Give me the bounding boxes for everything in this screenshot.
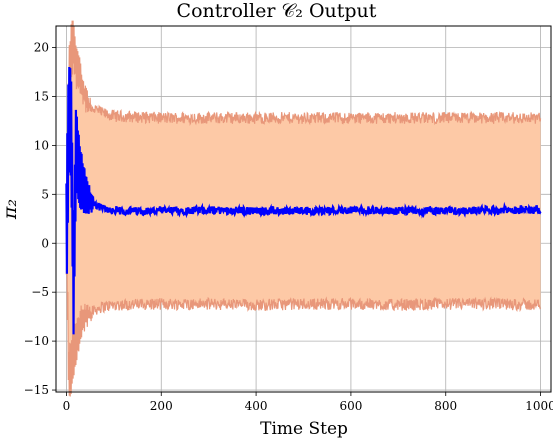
y-tick-label: 15 xyxy=(34,89,49,103)
x-tick-label: 600 xyxy=(339,399,362,413)
mean-output-line xyxy=(65,67,542,335)
series-lines xyxy=(65,20,542,397)
y-tick-label: −5 xyxy=(31,285,49,299)
lower-bound-line xyxy=(65,238,542,397)
axes-frame xyxy=(55,25,552,393)
x-axis-ticks: 0 200 400 600 800 1000 xyxy=(63,392,553,413)
y-tick-label: 0 xyxy=(41,236,49,250)
x-tick-label: 1000 xyxy=(525,399,553,413)
y-tick-label: −10 xyxy=(24,334,49,348)
y-tick-label: 20 xyxy=(34,41,49,55)
band-area xyxy=(66,20,541,397)
y-tick-label: 10 xyxy=(34,138,49,152)
x-axis-label: Time Step xyxy=(260,419,348,439)
x-tick-label: 800 xyxy=(434,399,457,413)
y-axis-ticks: −15 −10 −5 0 5 10 15 20 xyxy=(24,41,56,397)
y-tick-label: −15 xyxy=(24,383,49,397)
x-tick-label: 400 xyxy=(245,399,268,413)
x-tick-label: 0 xyxy=(63,399,71,413)
chart-title: Controller 𝒞₂ Output xyxy=(176,0,377,22)
upper-bound-line xyxy=(65,20,542,235)
x-tick-label: 200 xyxy=(150,399,173,413)
y-tick-label: 5 xyxy=(41,187,49,201)
y-axis-label: π₂ xyxy=(0,198,21,220)
bound-band-fill xyxy=(66,20,541,397)
